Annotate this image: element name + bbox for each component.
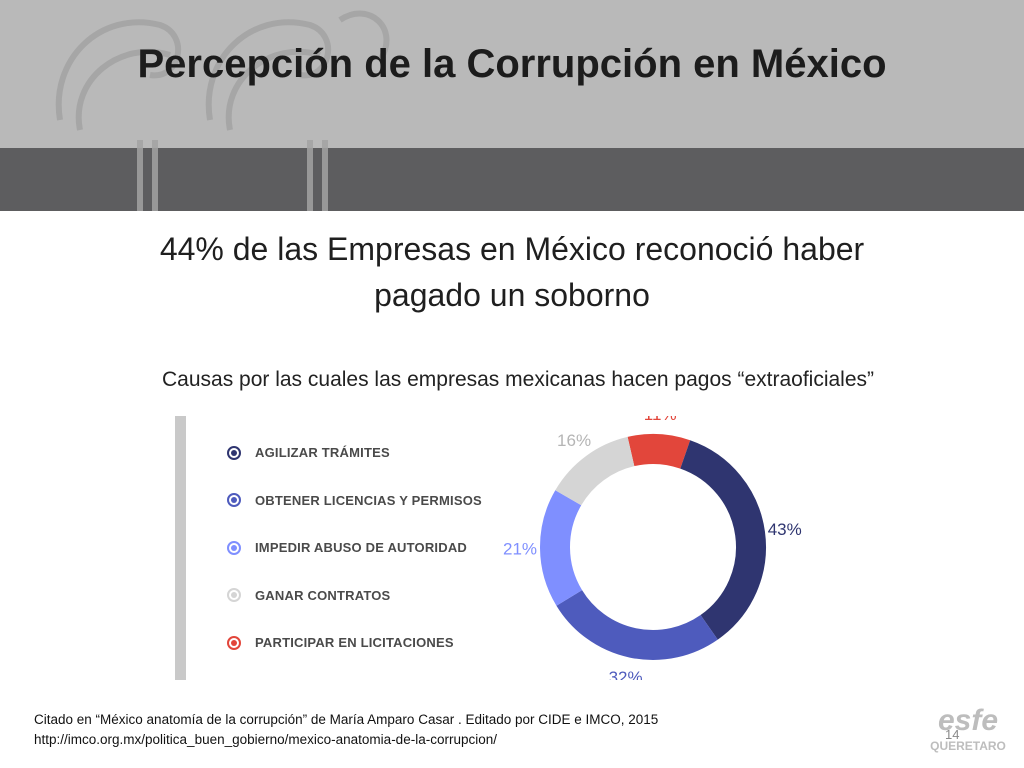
legend-marker-icon — [227, 588, 241, 603]
headline-line-1: 44% de las Empresas en México reconoció … — [159, 231, 865, 267]
legend-marker-icon — [227, 493, 241, 508]
donut-chart: 11% 43% 32% 21% 16% — [503, 416, 802, 680]
legend-marker-icon — [227, 540, 241, 555]
legend-marker-icon — [227, 445, 241, 460]
legend-item: IMPEDIR ABUSO DE AUTORIDAD — [227, 524, 482, 572]
donut-slice — [556, 589, 718, 660]
legend-label: GANAR CONTRATOS — [255, 587, 391, 603]
donut-slice — [555, 436, 635, 506]
slice-value-label: 43% — [768, 520, 802, 539]
legend-item: OBTENER LICENCIAS Y PERMISOS — [227, 477, 482, 525]
citation-url: http://imco.org.mx/politica_buen_gobiern… — [34, 732, 497, 747]
esfe-logo: esfe QUERETARO — [930, 704, 1006, 753]
headline: 44% de las Empresas en México reconoció … — [0, 226, 1024, 318]
legend-item: PARTICIPAR EN LICITACIONES — [227, 619, 482, 667]
chart-panel: AGILIZAR TRÁMITES OBTENER LICENCIAS Y PER… — [175, 416, 845, 680]
header-top-band — [0, 0, 1024, 148]
legend-label: PARTICIPAR EN LICITACIONES — [255, 635, 454, 651]
slice-value-label: 16% — [557, 431, 591, 450]
legend-label: IMPEDIR ABUSO DE AUTORIDAD — [255, 540, 468, 556]
logo-subtext: QUERETARO — [930, 739, 1006, 753]
legend-label: OBTENER LICENCIAS Y PERMISOS — [255, 492, 482, 508]
citation: Citado en “México anatomía de la corrupc… — [34, 710, 658, 750]
donut-slice — [679, 440, 766, 640]
slice-value-label: 11% — [644, 416, 677, 424]
legend-item: AGILIZAR TRÁMITES — [227, 429, 482, 477]
header-dark-band — [0, 148, 1024, 211]
slide-title: Percepción de la Corrupción en México — [137, 42, 887, 86]
legend-marker-icon — [227, 635, 241, 650]
citation-line-1: Citado en “México anatomía de la corrupc… — [34, 712, 659, 727]
slice-value-label: 21% — [503, 539, 537, 558]
donut-slice — [627, 434, 691, 469]
legend-item: GANAR CONTRATOS — [227, 572, 482, 620]
chart-subtitle: Causas por las cuales las empresas mexic… — [161, 368, 874, 391]
chart-side-bar — [175, 416, 186, 680]
logo-text: esfe — [938, 704, 998, 737]
slice-value-label: 32% — [609, 668, 643, 680]
donut-slice — [540, 490, 583, 606]
headline-line-2: pagado un soborno — [374, 277, 650, 313]
decorative-emblem — [55, 10, 390, 211]
legend-label: AGILIZAR TRÁMITES — [255, 445, 390, 461]
page-number: 14 — [945, 727, 960, 742]
chart-legend: AGILIZAR TRÁMITES OBTENER LICENCIAS Y PER… — [227, 441, 482, 667]
